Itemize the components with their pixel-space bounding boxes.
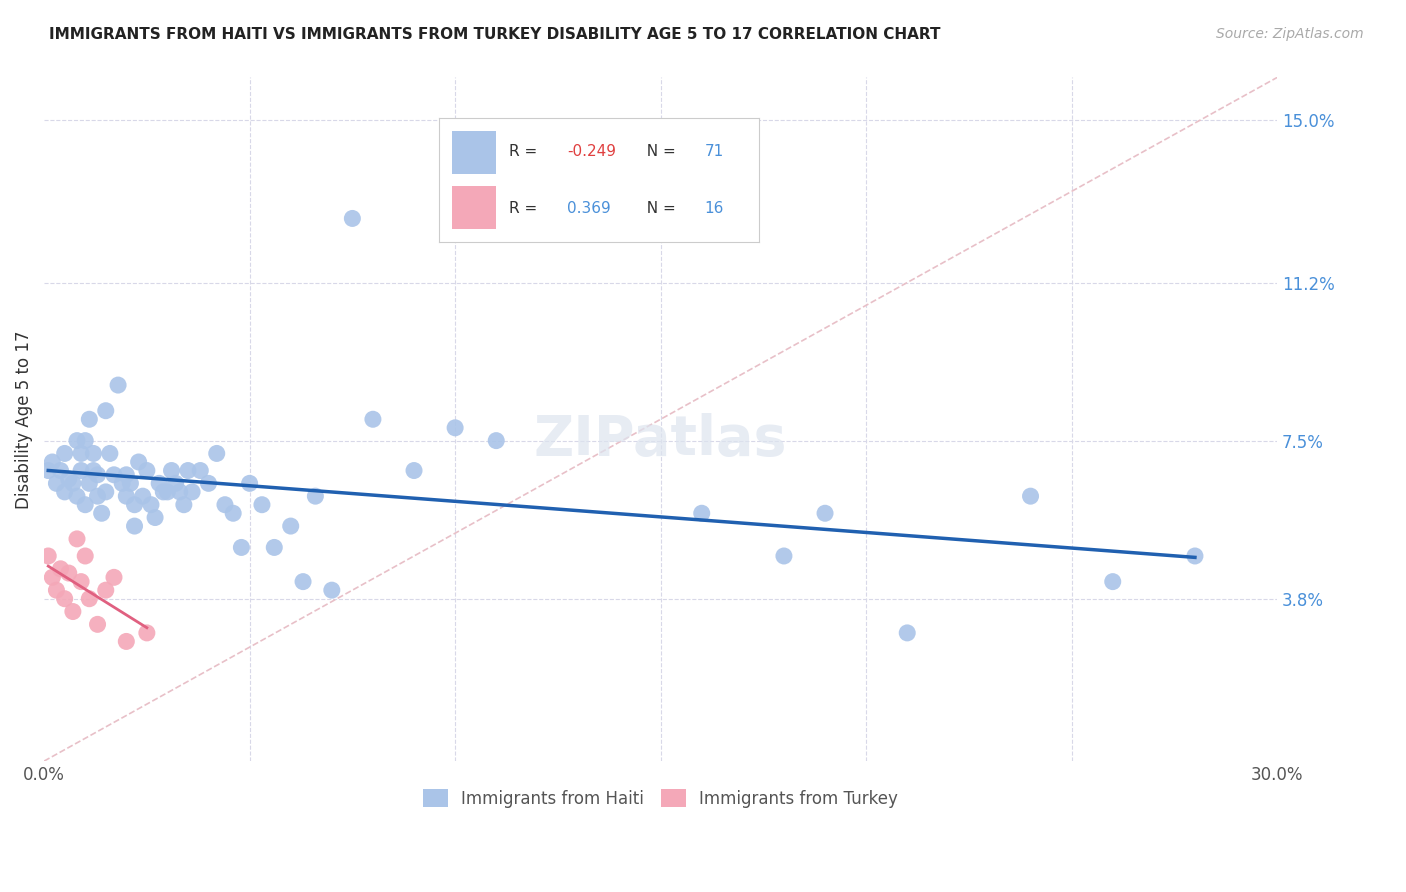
Point: [148, 476, 170, 491]
Point: [773, 549, 796, 563]
Point: [45, 583, 67, 598]
Point: [103, 467, 125, 482]
Point: [98, 446, 121, 460]
Point: [37, 464, 59, 478]
Point: [49, 562, 72, 576]
Point: [94, 484, 117, 499]
Point: [115, 467, 138, 482]
Point: [485, 434, 508, 448]
Point: [250, 498, 273, 512]
Point: [53, 446, 76, 460]
Point: [70, 464, 93, 478]
Point: [402, 464, 425, 478]
Point: [128, 455, 150, 469]
Point: [82, 464, 104, 478]
Point: [45, 476, 67, 491]
Point: [321, 583, 343, 598]
Legend: Immigrants from Haiti, Immigrants from Turkey: Immigrants from Haiti, Immigrants from T…: [416, 783, 905, 814]
Point: [361, 412, 384, 426]
Point: [177, 464, 200, 478]
Point: [1101, 574, 1123, 589]
Point: [292, 574, 315, 589]
Point: [66, 489, 89, 503]
Point: [896, 626, 918, 640]
Point: [37, 549, 59, 563]
Point: [135, 626, 157, 640]
Point: [124, 498, 146, 512]
Point: [70, 574, 93, 589]
Point: [231, 541, 253, 555]
Point: [94, 403, 117, 417]
Point: [41, 570, 63, 584]
Point: [124, 519, 146, 533]
Point: [304, 489, 326, 503]
Point: [1019, 489, 1042, 503]
Point: [53, 591, 76, 606]
Point: [53, 484, 76, 499]
Point: [79, 476, 101, 491]
Point: [107, 378, 129, 392]
Point: [70, 446, 93, 460]
Text: Source: ZipAtlas.com: Source: ZipAtlas.com: [1216, 27, 1364, 41]
Point: [173, 498, 195, 512]
Point: [690, 506, 713, 520]
Point: [197, 476, 219, 491]
Point: [115, 489, 138, 503]
Point: [239, 476, 262, 491]
Point: [79, 412, 101, 426]
Point: [66, 532, 89, 546]
Point: [342, 211, 364, 226]
Point: [152, 484, 174, 499]
Point: [222, 506, 245, 520]
Y-axis label: Disability Age 5 to 17: Disability Age 5 to 17: [15, 330, 32, 508]
Point: [75, 549, 97, 563]
Point: [111, 476, 134, 491]
Point: [86, 617, 108, 632]
Point: [75, 498, 97, 512]
Point: [1184, 549, 1206, 563]
Point: [79, 591, 101, 606]
Point: [49, 464, 72, 478]
Point: [62, 476, 84, 491]
Point: [280, 519, 302, 533]
Point: [169, 484, 191, 499]
Point: [82, 446, 104, 460]
Point: [205, 446, 228, 460]
Point: [444, 421, 467, 435]
Point: [103, 570, 125, 584]
Point: [139, 498, 162, 512]
Point: [165, 476, 187, 491]
Point: [58, 566, 80, 580]
Point: [143, 510, 166, 524]
Point: [90, 506, 112, 520]
Point: [75, 434, 97, 448]
Point: [115, 634, 138, 648]
Point: [214, 498, 236, 512]
Point: [135, 464, 157, 478]
Point: [156, 484, 179, 499]
Text: ZIPatlas: ZIPatlas: [534, 413, 787, 467]
Text: IMMIGRANTS FROM HAITI VS IMMIGRANTS FROM TURKEY DISABILITY AGE 5 TO 17 CORRELATI: IMMIGRANTS FROM HAITI VS IMMIGRANTS FROM…: [49, 27, 941, 42]
Point: [120, 476, 142, 491]
Point: [41, 455, 63, 469]
Point: [62, 605, 84, 619]
Point: [814, 506, 837, 520]
Point: [66, 434, 89, 448]
Point: [160, 464, 183, 478]
Point: [86, 489, 108, 503]
Point: [94, 583, 117, 598]
Point: [181, 484, 204, 499]
Point: [58, 472, 80, 486]
Point: [188, 464, 211, 478]
Point: [86, 467, 108, 482]
Point: [132, 489, 155, 503]
Point: [263, 541, 285, 555]
